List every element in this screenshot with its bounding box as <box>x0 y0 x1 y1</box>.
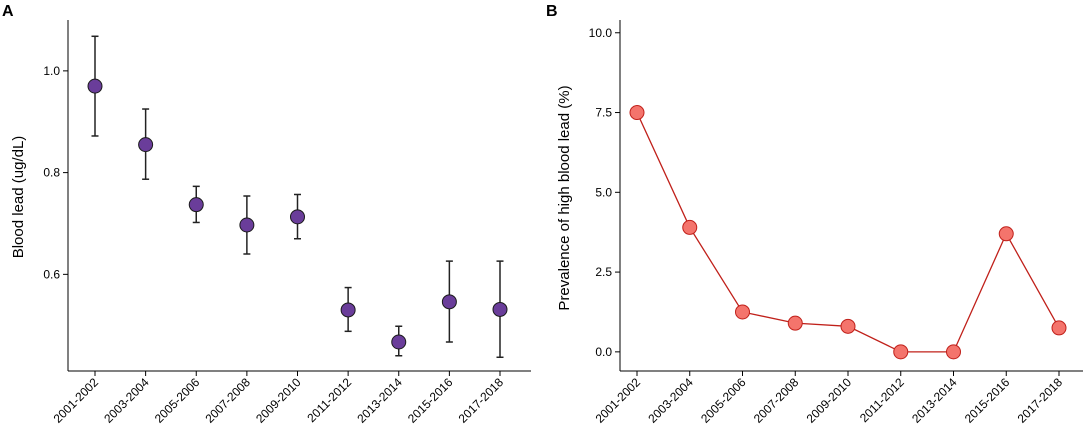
x-tick-label: 2009-2010 <box>253 375 304 426</box>
data-point <box>441 294 457 310</box>
data-point <box>87 78 103 94</box>
x-tick-label: 2015-2016 <box>962 375 1013 426</box>
data-point <box>682 219 698 235</box>
data-point <box>787 315 803 331</box>
x-tick-label: 2013-2014 <box>909 375 960 426</box>
panel-b: B Prevalence of high blood lead (%) 0.0 2… <box>546 3 1083 426</box>
x-tick-label: 2003-2004 <box>645 375 696 426</box>
panel-b-x-ticks: 2001-2002 2003-2004 2005-2006 2007-2008 2009… <box>593 371 1066 426</box>
data-point <box>629 105 645 121</box>
panel-a-label: A <box>2 3 14 20</box>
panel-b-y-axis-title: Prevalence of high blood lead (%) <box>556 85 573 310</box>
data-point <box>840 318 856 334</box>
x-tick-label: 2005-2006 <box>698 375 749 426</box>
data-point <box>735 304 750 320</box>
x-tick-label: 2017-2018 <box>456 375 507 426</box>
x-tick-label: 2009-2010 <box>804 375 855 426</box>
data-point <box>239 217 255 233</box>
data-point <box>998 226 1014 242</box>
y-tick-label: 0.6 <box>43 267 60 281</box>
data-point <box>290 209 305 225</box>
y-tick-label: 2.5 <box>595 265 612 279</box>
panel-a-x-ticks: 2001-2002 2003-2004 2005-2006 2007-2008 2009… <box>51 371 507 426</box>
x-tick-label: 2017-2018 <box>1015 375 1066 426</box>
panel-a-y-ticks: 0.6 0.8 1.0 <box>43 64 68 281</box>
data-point <box>340 302 356 318</box>
x-tick-label: 2001-2002 <box>51 375 102 426</box>
y-tick-label: 7.5 <box>595 106 612 120</box>
data-point <box>893 344 909 360</box>
y-tick-label: 0.0 <box>595 345 612 359</box>
data-point <box>391 334 407 350</box>
x-tick-label: 2011-2012 <box>304 375 354 425</box>
panel-b-label: B <box>546 3 558 20</box>
data-point <box>138 137 154 153</box>
data-point <box>1051 320 1067 336</box>
x-tick-label: 2007-2008 <box>203 375 254 426</box>
panel-a: A Blood lead (ug/dL) 0.6 0.8 1.0 2001-2002… <box>2 3 531 426</box>
panel-a-error-bars <box>91 35 504 359</box>
x-tick-label: 2001-2002 <box>593 375 644 426</box>
data-point <box>188 197 204 213</box>
y-tick-label: 10.0 <box>589 26 613 40</box>
y-tick-label: 5.0 <box>595 185 612 199</box>
x-tick-label: 2013-2014 <box>354 375 405 426</box>
panel-a-y-axis-title: Blood lead (ug/dL) <box>10 136 27 259</box>
data-point <box>946 344 961 360</box>
data-point <box>492 301 508 317</box>
x-tick-label: 2011-2012 <box>857 375 907 425</box>
y-tick-label: 0.8 <box>43 166 60 180</box>
y-tick-label: 1.0 <box>43 64 60 78</box>
panel-b-points <box>629 105 1067 360</box>
x-tick-label: 2005-2006 <box>152 375 203 426</box>
x-tick-label: 2003-2004 <box>101 375 152 426</box>
x-tick-label: 2007-2008 <box>751 375 802 426</box>
panel-b-y-ticks: 0.0 2.5 5.0 7.5 10.0 <box>589 26 620 359</box>
panel-a-points <box>87 78 508 350</box>
x-tick-label: 2015-2016 <box>405 375 456 426</box>
panel-b-series-line <box>636 112 1060 353</box>
